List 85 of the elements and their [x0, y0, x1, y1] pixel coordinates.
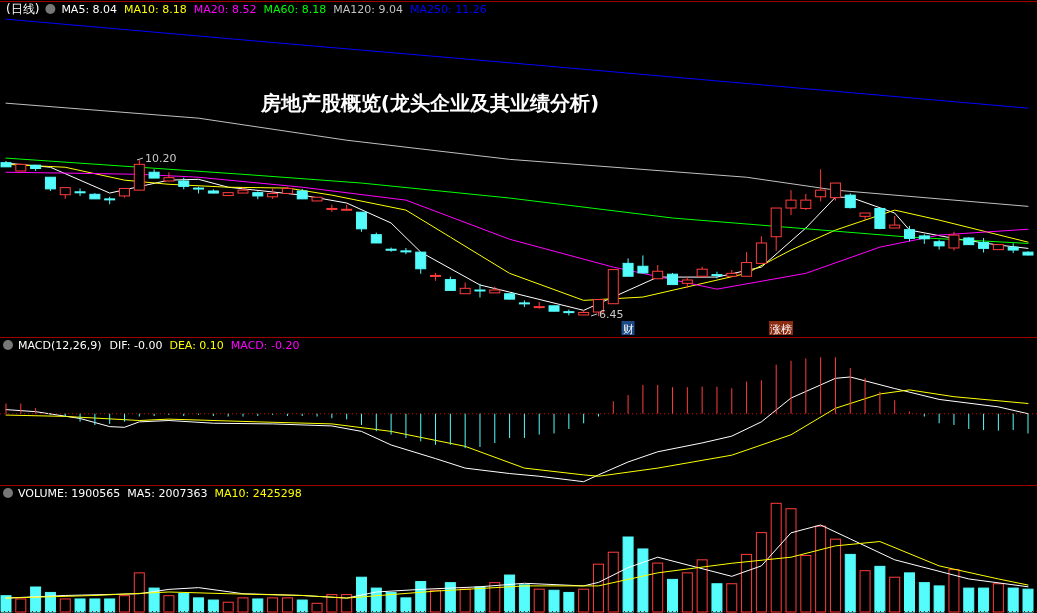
text: MA5: 8.04 — [61, 3, 118, 16]
text: MA10: 2425298 — [214, 487, 302, 500]
chart-title: MACD(12,26,9) — [18, 339, 102, 352]
bar — [163, 595, 175, 613]
bar — [844, 553, 856, 613]
bar — [74, 598, 86, 613]
bar — [652, 562, 664, 613]
bar — [89, 598, 101, 613]
bar — [741, 553, 753, 613]
annotation: 10.20 — [145, 152, 177, 165]
bar — [489, 582, 501, 613]
text: DIF: -0.00 — [109, 339, 163, 352]
bar — [726, 583, 738, 613]
bar — [829, 538, 841, 613]
bar — [0, 595, 12, 613]
bar — [933, 585, 945, 613]
text: MACD: -0.20 — [230, 339, 300, 352]
bar — [578, 588, 590, 613]
bar — [178, 593, 190, 613]
bar — [711, 583, 723, 613]
bar — [815, 525, 827, 613]
bar — [118, 595, 130, 613]
bar — [874, 565, 886, 613]
bar — [859, 570, 871, 613]
bar — [904, 572, 916, 613]
bar — [400, 597, 412, 613]
bar — [459, 588, 471, 613]
bar — [607, 551, 619, 613]
text: 房地产股概览(龙头企业及其业绩分析) — [259, 91, 600, 115]
bar — [696, 559, 708, 613]
bar — [785, 508, 797, 613]
annotation: 6.45 — [599, 308, 624, 321]
bar — [622, 536, 634, 613]
text: MA10: 8.18 — [124, 3, 187, 16]
bar — [222, 601, 234, 613]
bar — [667, 578, 679, 613]
bar — [681, 572, 693, 613]
bar — [133, 572, 145, 613]
bar — [770, 502, 782, 613]
bar — [385, 591, 397, 613]
bar — [963, 587, 975, 613]
bar — [30, 586, 42, 613]
bar — [918, 582, 930, 613]
chart-subtitle: (日线) — [6, 2, 40, 16]
bar — [992, 583, 1004, 613]
annotation: 财 — [622, 323, 634, 336]
bar — [252, 598, 264, 613]
bar — [755, 532, 767, 613]
bar — [800, 554, 812, 613]
bar — [889, 576, 901, 613]
bar — [1007, 587, 1019, 613]
text: DEA: 0.10 — [169, 339, 224, 352]
bar — [430, 589, 442, 613]
bar — [281, 597, 293, 613]
text: MA5: 2007363 — [127, 487, 208, 500]
bar — [518, 584, 530, 613]
bar — [104, 598, 116, 613]
text: MA250: 11.26 — [409, 3, 487, 16]
bar — [267, 597, 279, 613]
text: MA60: 8.18 — [263, 3, 327, 16]
bar — [44, 591, 56, 613]
bar — [978, 587, 990, 613]
annotation: 涨榜 — [770, 323, 792, 336]
bar — [15, 598, 27, 613]
bar — [592, 563, 604, 613]
bar — [948, 569, 960, 613]
bar — [296, 599, 308, 613]
bar — [1022, 588, 1034, 613]
bar — [148, 587, 160, 613]
bar — [59, 598, 71, 613]
bar — [474, 586, 486, 613]
bar — [311, 602, 323, 613]
text: MA120: 9.04 — [333, 3, 403, 16]
bar — [355, 576, 367, 613]
text: MA20: 8.52 — [193, 3, 257, 16]
bar — [563, 591, 575, 613]
bar — [207, 599, 219, 613]
bar — [533, 588, 545, 613]
bar — [504, 574, 516, 613]
bar — [548, 589, 560, 613]
text: VOLUME: 1900565 — [18, 487, 121, 500]
bar — [415, 581, 427, 613]
bar — [237, 597, 249, 613]
bar — [193, 597, 205, 613]
bar — [637, 548, 649, 613]
